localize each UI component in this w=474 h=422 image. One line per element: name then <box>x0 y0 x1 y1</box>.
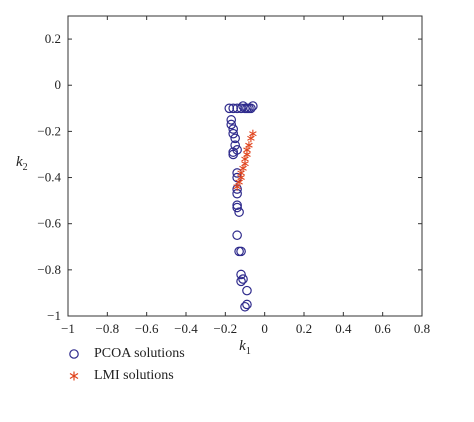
x-tick-label: −0.4 <box>174 321 198 336</box>
x-tick-label: −0.2 <box>214 321 238 336</box>
lmi-point <box>247 134 255 143</box>
pcoa-series <box>224 101 258 312</box>
legend-label-pcoa: PCOA solutions <box>94 346 185 361</box>
x-axis-label: k1 <box>239 338 251 357</box>
pcoa-point <box>228 128 238 139</box>
y-tick-label: −0.2 <box>37 123 61 138</box>
y-axis-ticks: 0.2 0 −0.2 −0.4 −0.6 −0.8 −1 <box>37 31 422 323</box>
legend-item-lmi: LMI solutions <box>66 365 185 387</box>
x-tick-label: −0.8 <box>96 321 120 336</box>
pcoa-point <box>228 149 238 160</box>
pcoa-point <box>236 276 246 287</box>
x-tick-label: −1 <box>61 321 75 336</box>
pcoa-point <box>236 269 246 280</box>
x-tick-label: 0.4 <box>335 321 352 336</box>
pcoa-point <box>246 103 256 114</box>
y-tick-label: 0 <box>55 77 62 92</box>
y-axis-label: k2 <box>16 154 28 173</box>
pcoa-point <box>232 202 242 213</box>
pcoa-point <box>236 246 246 257</box>
pcoa-point <box>230 133 240 144</box>
pcoa-point <box>228 124 238 134</box>
circle-marker-icon <box>69 349 79 359</box>
x-tick-label: 0.2 <box>296 321 312 336</box>
lmi-point <box>233 182 241 191</box>
pcoa-point <box>232 230 242 241</box>
x-tick-label: −0.6 <box>135 321 159 336</box>
pcoa-point <box>242 285 252 296</box>
y-tick-label: −0.8 <box>37 262 61 277</box>
pcoa-point <box>234 246 244 257</box>
star-marker-icon <box>69 371 79 381</box>
x-tick-label: 0.6 <box>375 321 392 336</box>
pcoa-point <box>240 301 250 312</box>
y-tick-label: −0.4 <box>37 170 61 185</box>
plot-area-frame <box>67 15 423 317</box>
x-tick-label: 0.8 <box>414 321 430 336</box>
pcoa-point <box>242 299 252 310</box>
legend: PCOA solutions LMI solutions <box>66 343 185 387</box>
pcoa-point <box>234 207 244 217</box>
pcoa-point <box>230 140 240 151</box>
x-axis-ticks: −1 −0.8 −0.6 −0.4 −0.2 0 0.2 0.4 0.6 0.8 <box>61 16 430 336</box>
y-tick-label: 0.2 <box>45 31 61 46</box>
x-tick-label: 0 <box>261 321 268 336</box>
scatter-plot: −1 −0.8 −0.6 −0.4 −0.2 0 0.2 0.4 0.6 0.8 0.2 0 −0.2… <box>16 15 430 357</box>
legend-item-pcoa: PCOA solutions <box>66 343 185 365</box>
lmi-series <box>233 129 257 191</box>
pcoa-point <box>226 119 237 130</box>
pcoa-point <box>238 274 248 284</box>
legend-label-lmi: LMI solutions <box>94 368 174 383</box>
pcoa-point <box>248 101 258 111</box>
y-tick-label: −1 <box>47 308 61 323</box>
pcoa-point <box>226 115 237 125</box>
y-tick-label: −0.6 <box>37 216 61 231</box>
